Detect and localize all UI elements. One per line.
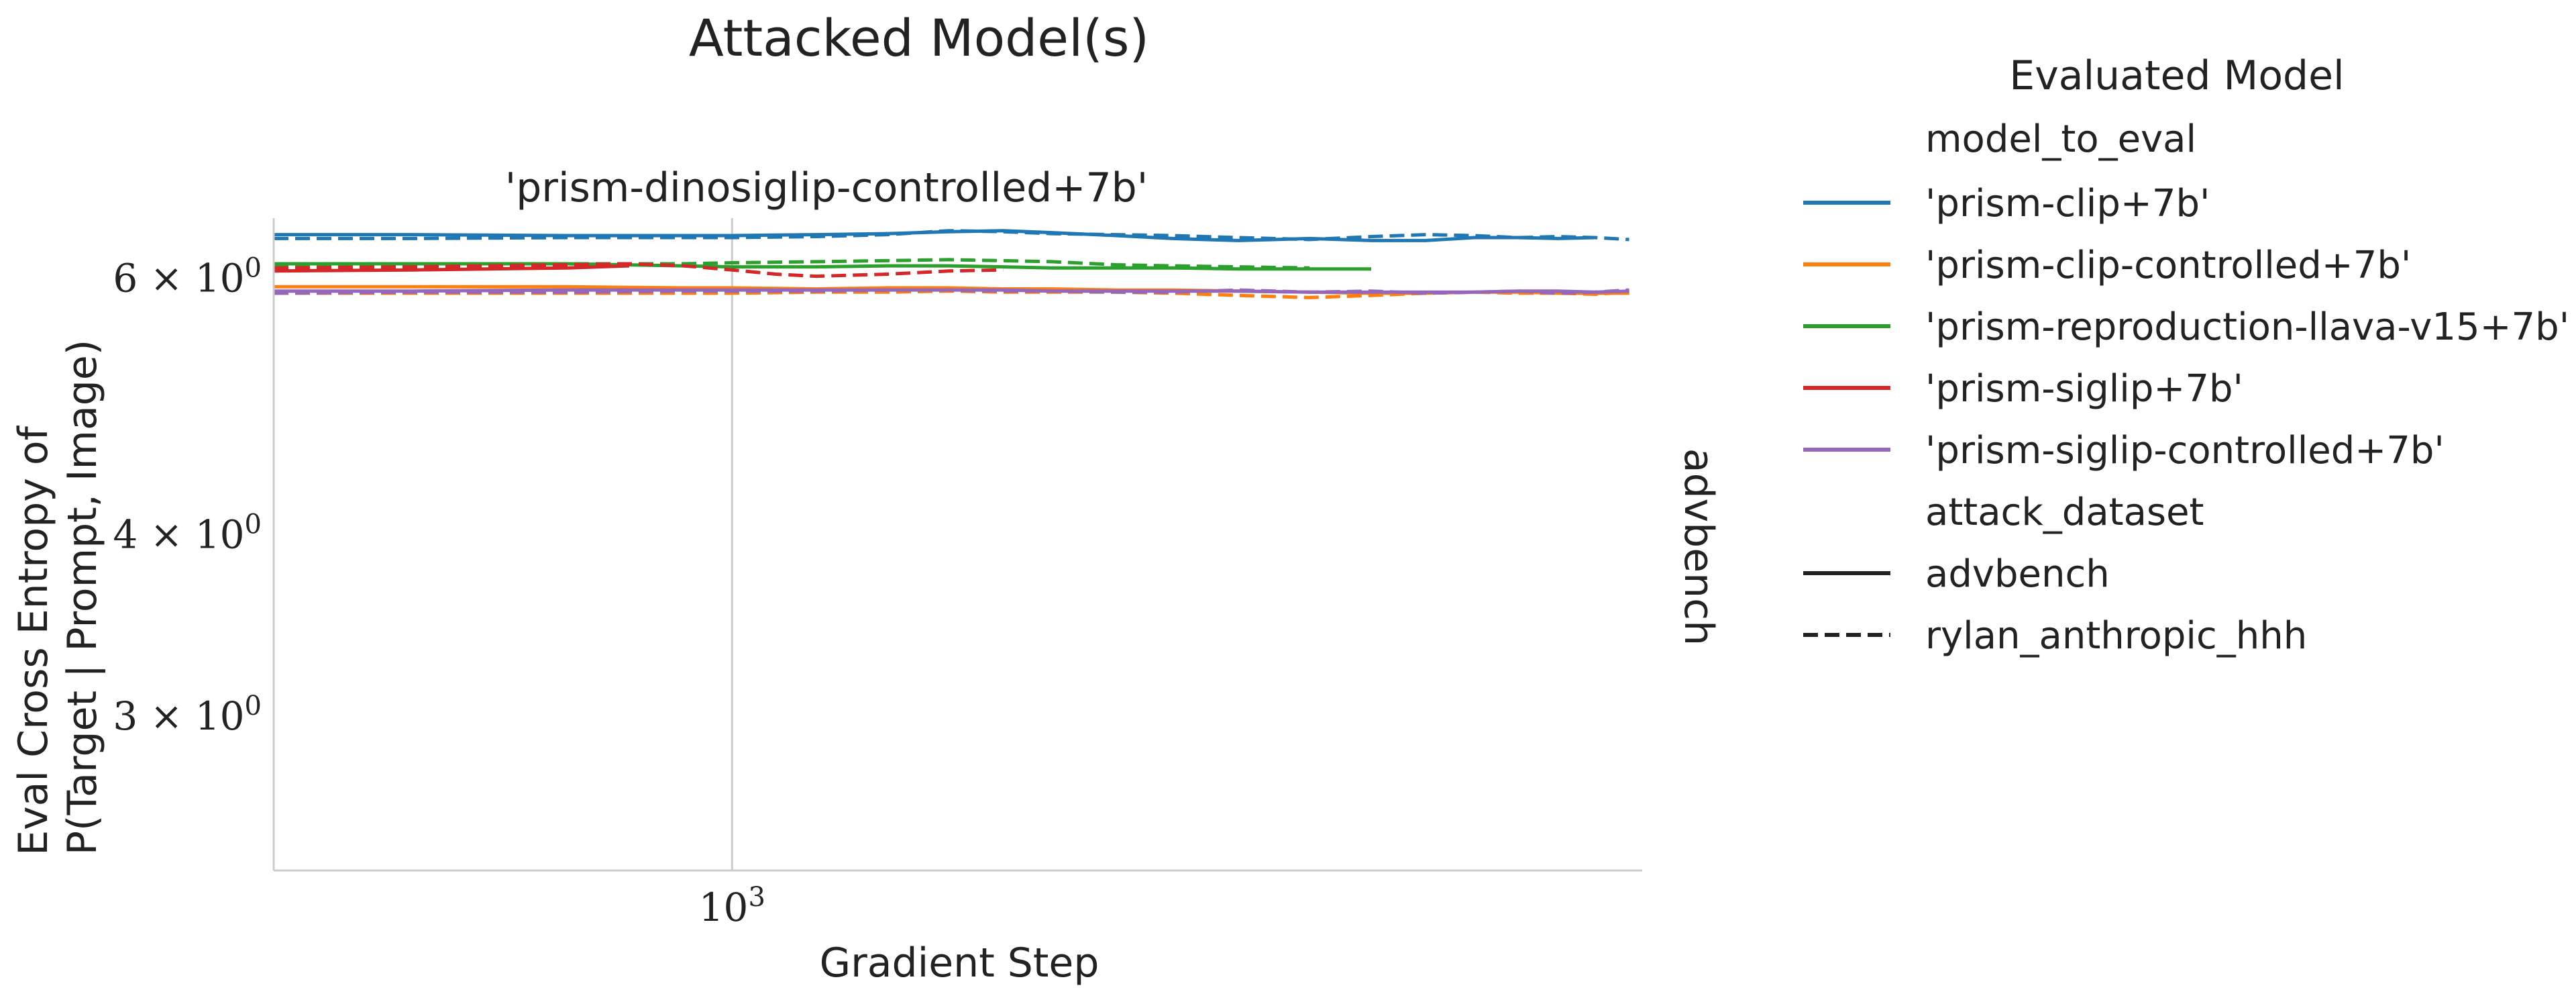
series-group: [273, 229, 1629, 299]
y-tick-label: 6 × 100: [113, 253, 262, 301]
panel-title: 'prism-dinosiglip-controlled+7b': [505, 164, 1148, 211]
figure-suptitle: Attacked Model(s): [689, 8, 1149, 68]
legend-item-label: 'prism-siglip+7b': [1925, 367, 2243, 411]
y-tick-label: 4 × 100: [113, 509, 262, 557]
row-facet-label: advbench: [1675, 448, 1722, 646]
series-line: [273, 264, 629, 273]
legend-hue-header: model_to_eval: [1925, 117, 2196, 161]
x-axis-label: Gradient Step: [820, 940, 1099, 987]
series-line: [273, 288, 1629, 295]
x-tick-label: 103: [699, 882, 765, 930]
y-axis-label-line-2: P(Target | Prompt, Image): [59, 340, 106, 855]
axes: 103 6 × 100 4 × 100 3 × 100: [113, 218, 1642, 930]
y-axis-label-line-1: Eval Cross Entropy of: [10, 425, 57, 855]
y-tick-label: 3 × 100: [113, 691, 262, 739]
series-line: [274, 229, 1595, 242]
legend-style-header: attack_dataset: [1925, 491, 2204, 534]
legend-item-label: 'prism-clip+7b': [1925, 182, 2210, 226]
legend-item-label: advbench: [1925, 552, 2110, 596]
series-line: [273, 262, 1004, 279]
legend-item-label: 'prism-reproduction-llava-v15+7b': [1925, 305, 2569, 349]
series-line: [274, 229, 1629, 242]
legend-title: Evaluated Model: [2009, 52, 2344, 99]
legend-item-label: rylan_anthropic_hhh: [1925, 614, 2307, 658]
legend-item-label: 'prism-clip-controlled+7b': [1925, 244, 2411, 287]
legend-item-label: 'prism-siglip-controlled+7b': [1925, 429, 2445, 472]
legend: Evaluated Model model_to_eval 'prism-cli…: [1803, 52, 2569, 658]
